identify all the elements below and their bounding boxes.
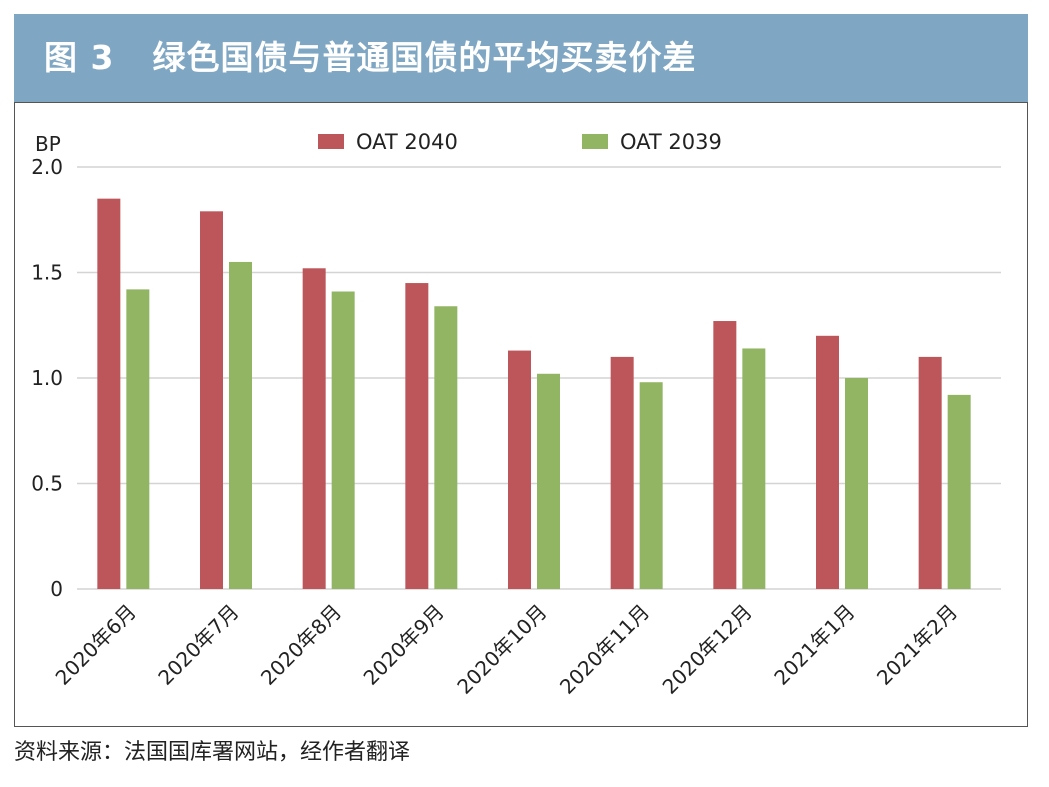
- bar-oat-2039-3: [434, 306, 458, 589]
- bar-oat-2039-8: [947, 394, 971, 589]
- y-tick-label: 0.5: [31, 472, 63, 496]
- y-tick-label: 1.5: [31, 261, 63, 285]
- bar-oat-2040-5: [610, 356, 634, 589]
- bar-oat-2039-4: [537, 373, 560, 589]
- legend-oat-2040-label: OAT 2040: [356, 130, 458, 154]
- source-note: 资料来源：法国国库署网站，经作者翻译: [14, 740, 411, 765]
- x-tick-label: 2021年1月: [769, 600, 859, 690]
- bar-oat-2039-5: [639, 382, 663, 589]
- bar-oat-2040-4: [508, 350, 531, 589]
- x-tick-label: 2020年7月: [153, 600, 243, 690]
- bar-oat-2039-6: [742, 348, 766, 589]
- bar-oat-2040-8: [918, 356, 942, 589]
- bar-oat-2040-0: [97, 198, 121, 589]
- bar-oat-2039-0: [126, 289, 150, 589]
- bar-oat-2039-1: [229, 261, 252, 589]
- x-tick-label: 2020年8月: [256, 600, 346, 690]
- legend-oat-2039-swatch: [582, 134, 608, 149]
- y-tick-label: 2.0: [31, 155, 63, 179]
- bar-oat-2040-6: [713, 321, 737, 589]
- bar-oat-2040-3: [405, 283, 429, 589]
- y-tick-label: 0: [50, 577, 63, 601]
- figure-title-text: 绿色国债与普通国债的平均买卖价差: [152, 38, 697, 77]
- figure-header: 图 3 绿色国债与普通国债的平均买卖价差: [14, 14, 1028, 102]
- legend-oat-2040-swatch: [318, 134, 344, 149]
- x-tick-label: 2020年9月: [359, 600, 449, 690]
- bar-oat-2039-7: [845, 378, 868, 589]
- x-tick-label: 2020年10月: [452, 600, 551, 699]
- legend-oat-2039-label: OAT 2039: [620, 130, 722, 154]
- figure-label: 图 3: [44, 38, 115, 77]
- x-tick-label: 2020年12月: [658, 600, 757, 699]
- bar-oat-2039-2: [331, 291, 355, 589]
- figure-title: 图 3 绿色国债与普通国债的平均买卖价差: [44, 14, 696, 102]
- x-tick-label: 2021年2月: [872, 600, 962, 690]
- x-tick-label: 2020年11月: [555, 600, 654, 699]
- bar-oat-2040-7: [816, 335, 839, 589]
- chart-frame: 0 0.5 1.0 1.5 2.0 BP 2020年6月 2020年7月 2020年8月 2020…: [14, 102, 1028, 727]
- x-tick-label: 2020年6月: [51, 600, 141, 690]
- y-tick-label: 1.0: [31, 366, 63, 390]
- y-axis-label: BP: [35, 132, 61, 156]
- bar-oat-2040-2: [302, 268, 326, 589]
- bar-oat-2040-1: [200, 211, 223, 589]
